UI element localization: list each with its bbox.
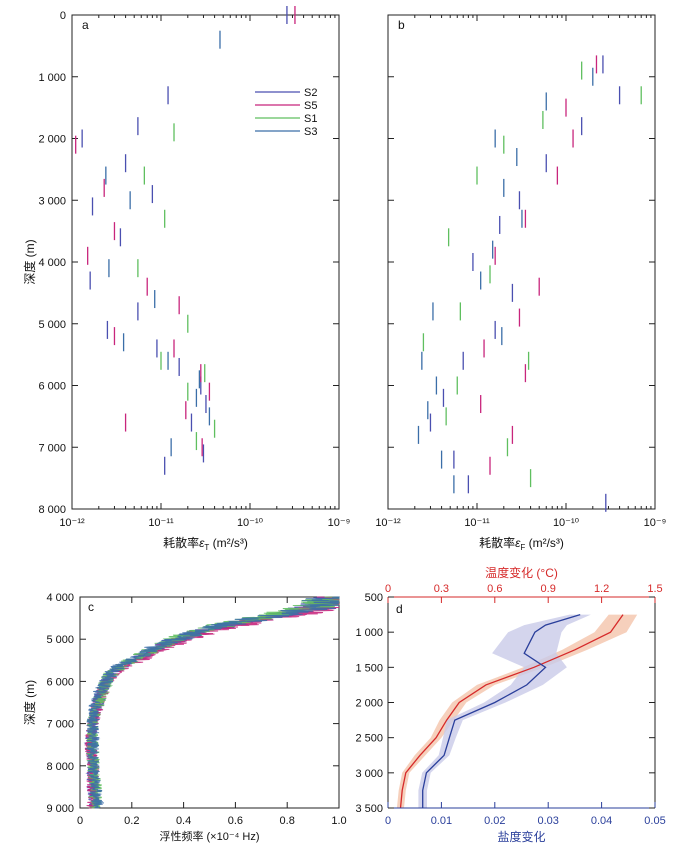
panel-a-y-label: 深度 (m): [22, 239, 37, 284]
panel-d-label: d: [396, 602, 403, 616]
panel-c-label: c: [88, 600, 94, 614]
x-tick-label: 0.8: [280, 815, 295, 827]
x-tick-label: 10⁻¹¹: [464, 517, 490, 529]
bottom-x-tick-label: 0.02: [484, 815, 505, 827]
x-tick-label: 1.0: [331, 815, 346, 827]
x-label-subscript: T: [204, 543, 209, 552]
y-tick-label: 4 000: [46, 592, 74, 604]
legend-label-S5: S5: [304, 100, 317, 112]
y-tick-label: 6 000: [46, 676, 74, 688]
top-x-tick-label: 1.2: [594, 583, 609, 595]
panel-d-salinity-line: [422, 613, 581, 808]
bottom-x-tick-label: 0.01: [431, 815, 452, 827]
y-tick-label: 7 000: [38, 442, 66, 454]
bottom-x-tick-label: 0: [385, 815, 391, 827]
x-label-prefix: 耗散率: [479, 535, 515, 550]
panel-a-x-label: 耗散率εT (m²/s³): [163, 535, 248, 552]
panel-b-label: b: [398, 18, 405, 32]
y-tick-label: 8 000: [38, 504, 66, 516]
x-label-symbol: ε: [199, 536, 205, 550]
x-tick-label: 10⁻¹²: [59, 517, 85, 529]
panel-a-frame: [71, 14, 340, 510]
panel-d-top-x-label: 温度变化 (°C): [485, 565, 558, 580]
top-x-tick-label: 0.6: [487, 583, 502, 595]
x-label-prefix: 耗散率: [163, 535, 199, 550]
x-tick-label: 10⁻⁹: [644, 517, 667, 529]
y-tick-label: 2 000: [355, 698, 383, 710]
legend-label-S1: S1: [304, 113, 317, 125]
x-tick-label: 10⁻¹⁰: [553, 517, 580, 529]
x-tick-label: 10⁻¹⁰: [237, 517, 264, 529]
x-tick-label: 0.4: [176, 815, 191, 827]
x-label-unit: (m²/s³): [525, 536, 564, 550]
x-label-symbol: ε: [515, 536, 521, 550]
panel-b-frame: [387, 14, 656, 510]
y-tick-label: 3 500: [355, 803, 383, 815]
panel-d-temperature-line: [399, 614, 624, 809]
x-tick-label: 0.6: [228, 815, 243, 827]
panel-c-S3-profile: [84, 596, 340, 809]
y-tick-label: 9 000: [46, 803, 74, 815]
y-tick-label: 2 000: [38, 134, 66, 146]
x-label-unit: (m²/s³): [209, 536, 248, 550]
y-tick-label: 1 500: [355, 662, 383, 674]
x-tick-label: 10⁻¹²: [375, 517, 401, 529]
top-x-tick-label: 0: [385, 583, 391, 595]
y-tick-label: 5 000: [46, 634, 74, 646]
top-x-tick-label: 0.9: [541, 583, 556, 595]
y-tick-label: 1 000: [38, 72, 66, 84]
y-tick-label: 7 000: [46, 719, 74, 731]
panel-d-salinity-band: [418, 614, 591, 808]
y-tick-label: 1 000: [355, 627, 383, 639]
y-tick-label: 3 000: [355, 768, 383, 780]
y-tick-label: 6 000: [38, 381, 66, 393]
y-tick-label: 3 000: [38, 195, 66, 207]
y-tick-label: 8 000: [46, 761, 74, 773]
panel-b-x-label: 耗散率εF (m²/s³): [479, 535, 564, 552]
y-tick-label: 5 000: [38, 319, 66, 331]
x-tick-label: 10⁻¹¹: [148, 517, 174, 529]
panel-c-x-label: 浮性频率 (×10⁻⁴ Hz): [159, 829, 259, 843]
panel-c-frame: [79, 596, 340, 809]
legend-label-S2: S2: [304, 87, 317, 99]
y-tick-label: 500: [365, 592, 383, 604]
bottom-x-tick-label: 0.03: [537, 815, 558, 827]
panel-a-label: a: [82, 18, 89, 32]
bottom-x-tick-label: 0.05: [644, 815, 665, 827]
panel-c-y-label: 深度 (m): [22, 680, 37, 725]
x-tick-label: 10⁻⁹: [328, 517, 351, 529]
y-tick-label: 0: [60, 10, 66, 22]
panel-d-bottom-x-label: 盐度变化: [497, 829, 545, 844]
top-x-tick-label: 1.5: [647, 583, 662, 595]
legend-label-S3: S3: [304, 126, 317, 138]
x-tick-label: 0.2: [124, 815, 139, 827]
x-label-subscript: F: [520, 543, 525, 552]
panel-d-temperature-band: [396, 614, 638, 808]
x-tick-label: 0: [77, 815, 83, 827]
top-x-tick-label: 0.3: [434, 583, 449, 595]
y-tick-label: 2 500: [355, 733, 383, 745]
y-tick-label: 4 000: [38, 257, 66, 269]
bottom-x-tick-label: 0.04: [591, 815, 612, 827]
